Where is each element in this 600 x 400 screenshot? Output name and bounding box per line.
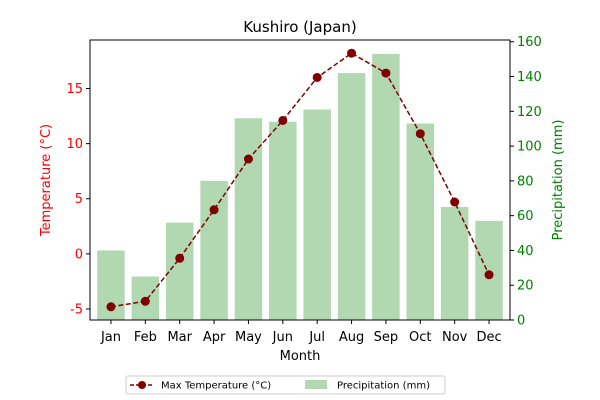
legend: Max Temperature (°C) Precipitation (mm) <box>125 375 446 395</box>
left-tick-label: 5 <box>75 192 83 207</box>
temperature-line-layer <box>106 48 494 312</box>
x-tick-label: Nov <box>442 330 468 345</box>
temperature-line <box>110 52 490 308</box>
x-tick-label: Jan <box>100 330 121 345</box>
precipitation-bar-mar <box>165 222 194 320</box>
x-tick-label: Dec <box>476 330 501 345</box>
left-tick-label: 0 <box>75 247 83 262</box>
x-tick-label: Apr <box>203 330 226 345</box>
left-tick-label: -5 <box>70 302 83 317</box>
right-tick-label: 120 <box>517 105 542 120</box>
temperature-point-feb <box>140 296 150 306</box>
x-tick-label: May <box>235 330 262 345</box>
temperature-point-sep <box>381 68 391 78</box>
right-tick-label: 160 <box>517 35 542 50</box>
temperature-point-jan <box>106 302 116 312</box>
x-axis-ticks: Jan Feb Mar Apr May Jun Jul Aug Sep Oct Nov Dec <box>100 320 502 345</box>
temperature-point-dec <box>484 270 494 280</box>
left-tick-label: 10 <box>66 137 83 152</box>
x-tick-label: Jul <box>308 330 325 345</box>
right-axis-ticks: 0 20 40 60 80 100 120 140 160 <box>510 35 542 329</box>
precipitation-bar-jul <box>303 109 331 320</box>
x-tick-label: Feb <box>134 330 157 345</box>
left-axis-ticks: -5 0 5 10 15 <box>66 82 90 317</box>
temperature-point-jun <box>278 115 288 125</box>
x-tick-label: Jun <box>272 330 293 345</box>
right-axis-label: Precipitation (mm) <box>551 120 566 241</box>
x-tick-label: Sep <box>374 330 399 345</box>
right-tick-label: 40 <box>517 244 534 259</box>
precipitation-bar-sep <box>372 53 400 320</box>
chart-title: Kushiro (Japan) <box>243 18 356 36</box>
legend-line-marker <box>138 381 146 389</box>
temperature-point-oct <box>415 129 425 139</box>
right-tick-label: 140 <box>517 70 542 85</box>
left-tick-label: 15 <box>66 82 83 97</box>
plot-frame <box>89 39 511 321</box>
legend-box <box>125 375 446 395</box>
precipitation-bar-nov <box>440 206 469 320</box>
temperature-point-mar <box>175 253 185 263</box>
precipitation-bars <box>97 53 503 321</box>
precipitation-bar-jun <box>269 121 297 320</box>
legend-bar-swatch <box>305 380 327 389</box>
left-axis-label: Temperature (°C) <box>39 124 54 237</box>
temperature-point-apr <box>209 205 219 215</box>
temperature-point-may <box>243 154 253 164</box>
precipitation-bar-oct <box>406 123 435 320</box>
x-axis-label: Month <box>280 349 321 364</box>
precipitation-bar-may <box>234 118 263 321</box>
temperature-point-jul <box>312 72 322 82</box>
right-tick-label: 100 <box>517 140 542 155</box>
temperature-point-nov <box>450 197 460 207</box>
right-tick-label: 80 <box>517 174 534 189</box>
right-tick-label: 20 <box>517 279 534 294</box>
right-tick-label: 60 <box>517 209 534 224</box>
x-tick-label: Mar <box>167 330 192 345</box>
legend-temperature-label: Max Temperature (°C) <box>161 381 271 392</box>
x-tick-label: Oct <box>409 330 431 345</box>
x-tick-label: Aug <box>339 330 364 345</box>
precipitation-bar-aug <box>337 73 366 320</box>
temperature-point-aug <box>347 48 357 58</box>
right-tick-label: 0 <box>517 314 525 329</box>
legend-precipitation-label: Precipitation (mm) <box>337 381 430 392</box>
precipitation-bar-apr <box>200 180 228 320</box>
